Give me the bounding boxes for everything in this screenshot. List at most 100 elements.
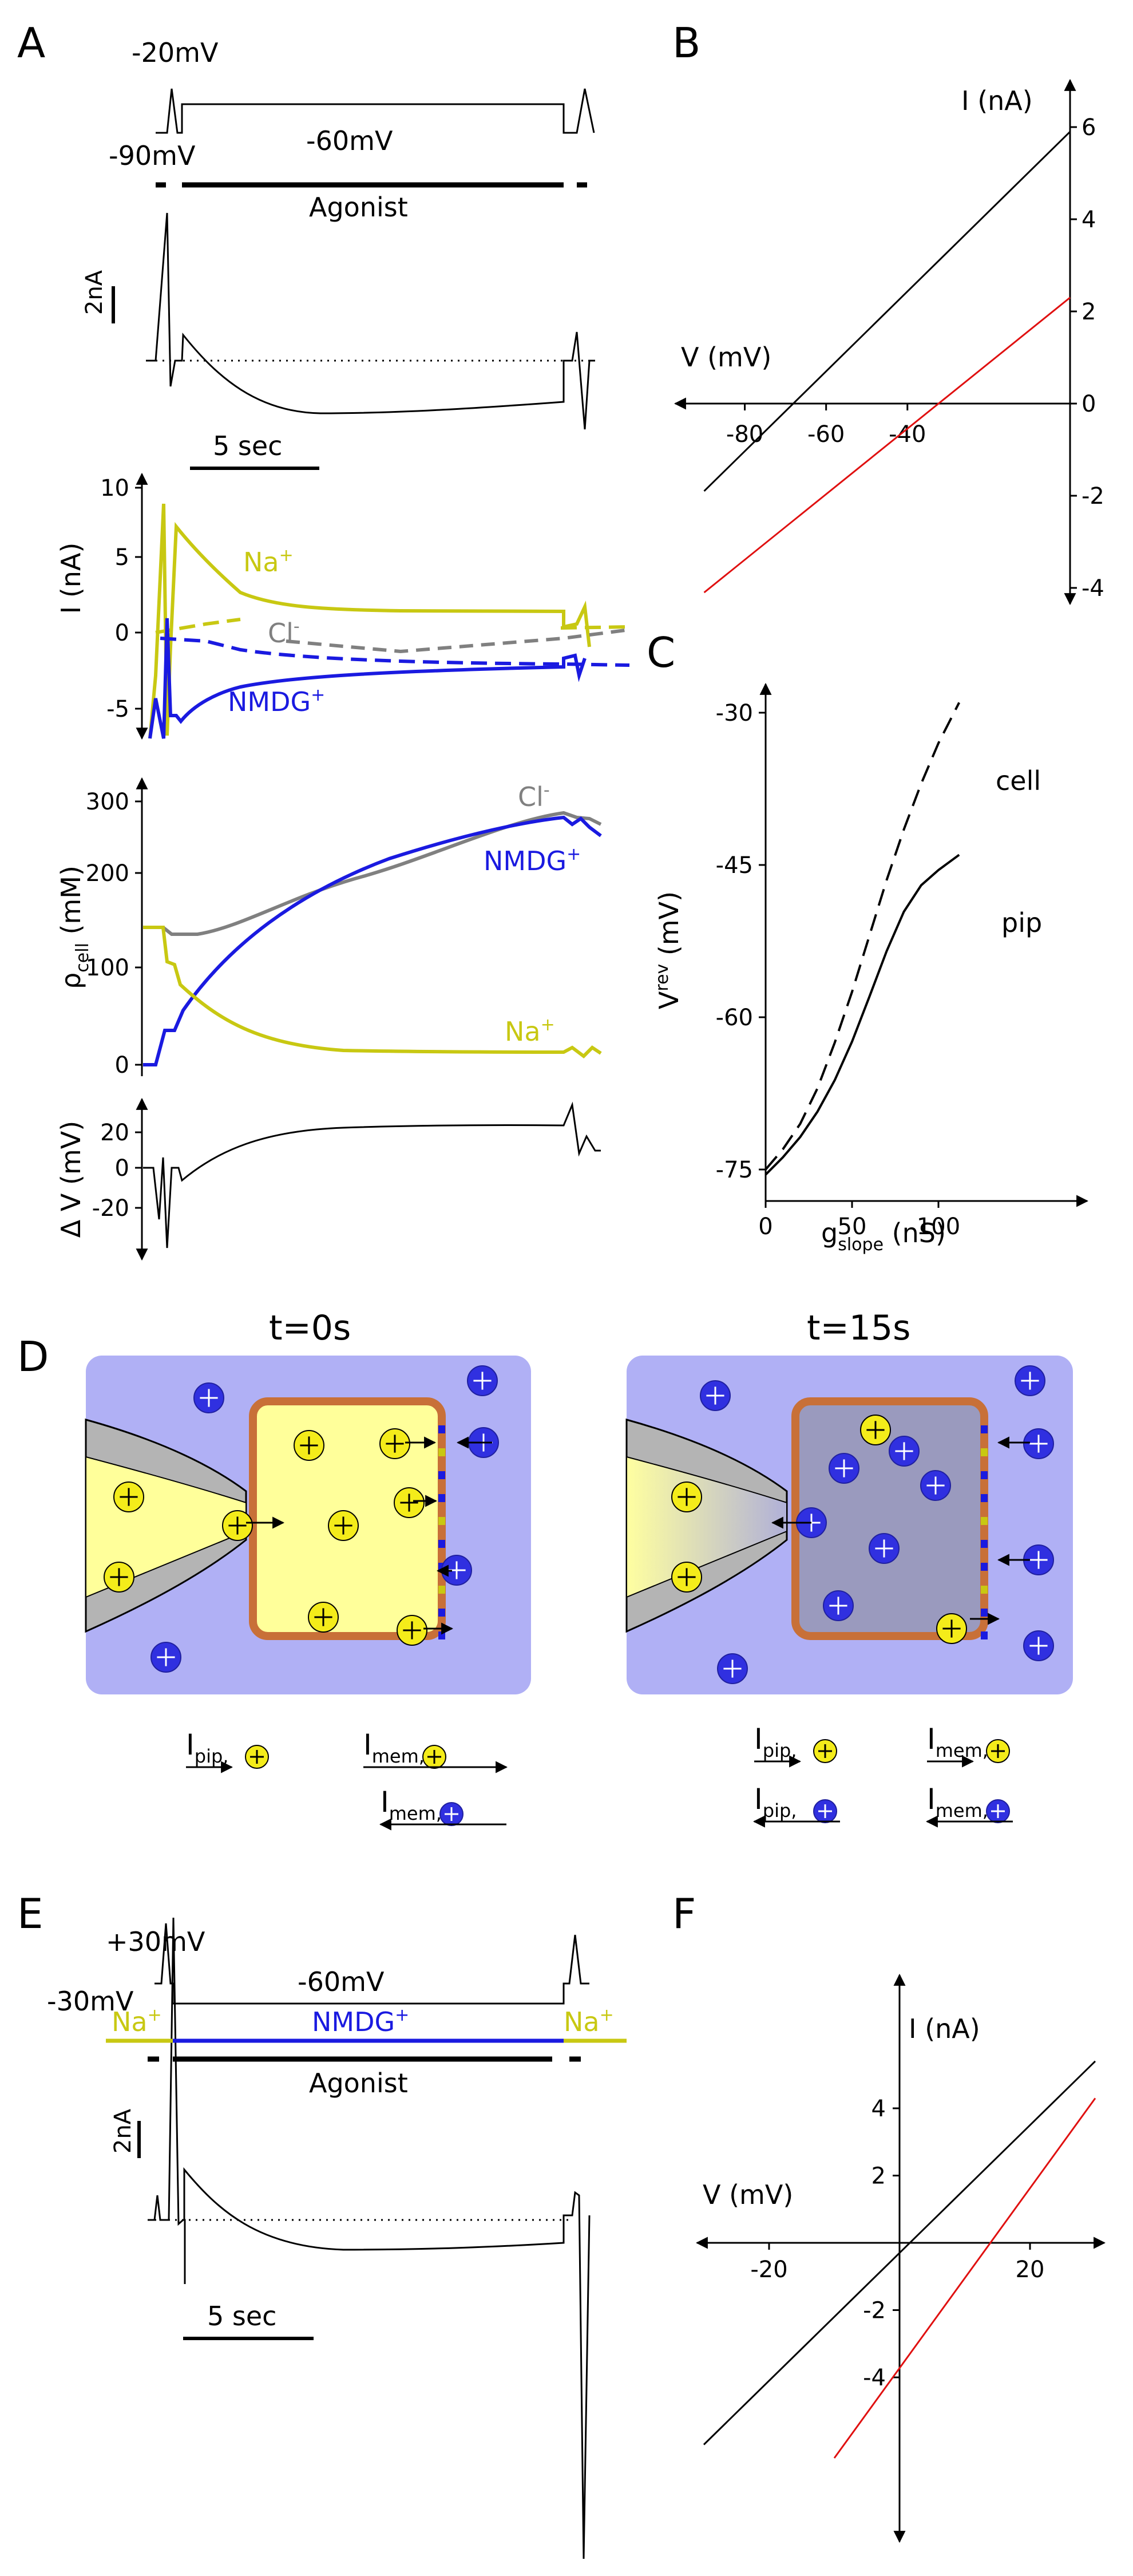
conc-ytick-label: 200 xyxy=(86,860,129,887)
voltage-protocol-a xyxy=(156,88,595,134)
c-xtick-label: 0 xyxy=(758,1214,772,1240)
current-trace-a xyxy=(146,212,595,430)
f-xtick-label: -20 xyxy=(750,2257,787,2283)
dv-plot-a: 20 0 -20 Δ V (mV) xyxy=(56,1097,601,1261)
svg-text:Ipip,: Ipip, xyxy=(186,1728,228,1767)
nmdg-ion-icon xyxy=(869,1533,900,1564)
dv-ylabel: Δ V (mV) xyxy=(56,1121,86,1238)
panel-label-e: E xyxy=(17,1890,43,1938)
b-xlabel: V (mV) xyxy=(681,342,771,373)
conc-ytick-label: 0 xyxy=(115,1052,129,1078)
d-flux-labels: Ipip, Imem, Imem, Ipip, Ipip, Imem, Imem, xyxy=(186,1722,1013,1831)
current-scalebar-label-a: 2nA xyxy=(81,270,108,315)
membrane-pore xyxy=(438,1586,445,1594)
f-xtick-label: 20 xyxy=(1016,2257,1045,2283)
svg-text:Ipip,: Ipip, xyxy=(754,1783,797,1822)
flux-imem-nmdg-right: Imem, xyxy=(925,1783,1013,1828)
na-ion-icon xyxy=(294,1430,324,1461)
membrane-pore xyxy=(438,1517,445,1525)
e-protocol-vrest: -30mV xyxy=(47,1986,134,2017)
na-ion-icon xyxy=(813,1739,837,1763)
membrane-pore xyxy=(438,1471,445,1479)
nmdg-ion-icon xyxy=(193,1382,224,1413)
c-xtick-label: 50 xyxy=(838,1214,867,1240)
c-cell-line xyxy=(764,702,960,1171)
na-current-label: Na+ xyxy=(243,546,294,578)
b-ytick-label: -4 xyxy=(1082,575,1104,602)
c-pip-line xyxy=(764,854,960,1176)
nmdg-ion-icon xyxy=(1023,1544,1054,1575)
flux-ipip-na-left: Ipip, xyxy=(186,1728,269,1773)
e-nmdg-label: NMDG+ xyxy=(312,2005,409,2037)
b-red-line xyxy=(703,297,1071,594)
membrane-pore xyxy=(981,1631,988,1639)
dv-ytick-label: 20 xyxy=(100,1120,129,1146)
membrane-pore xyxy=(438,1425,445,1433)
nmdg-ion-icon xyxy=(150,1642,181,1673)
nmdg-ion-icon xyxy=(700,1380,731,1411)
conc-ylabel: ρcell (mM) xyxy=(56,866,93,989)
c-ytick-label: -75 xyxy=(716,1157,753,1183)
flux-ipip-nmdg-right: Ipip, xyxy=(752,1783,840,1828)
f-ytick-label: 4 xyxy=(871,2096,886,2122)
e-current-start xyxy=(148,1917,186,2284)
b-xtick-label: -80 xyxy=(726,421,763,448)
c-ylabel: Vrev (mV) xyxy=(652,891,684,1009)
c-ytick-label: -45 xyxy=(716,852,753,879)
panel-f: F 4 2 -2 -4 -20 20 I (nA) V (mV) xyxy=(672,1890,1106,2543)
nmdg-ion-icon xyxy=(829,1453,859,1484)
e-na-right-label: Na+ xyxy=(564,2005,614,2037)
f-ytick-label: 2 xyxy=(871,2163,886,2190)
nmdg-current-solid xyxy=(148,618,587,739)
panel-a: A -20mV -60mV -90mV Agonist 2nA 5 sec 10… xyxy=(17,19,630,1261)
concentration-plot-a: 300 200 100 0 ρcell (mM) Cl- NMDG+ Na+ xyxy=(56,777,602,1078)
membrane-pore xyxy=(981,1563,988,1571)
d-left-diagram xyxy=(85,1356,531,1694)
d-left-title: t=0s xyxy=(269,1308,351,1348)
voltage-protocol-e xyxy=(154,1923,589,2005)
time-scalebar-label-a: 5 sec xyxy=(213,430,282,461)
c-ytick-label: -60 xyxy=(716,1005,753,1031)
c-ytick-label: -30 xyxy=(716,700,753,726)
nmdg-ion-icon xyxy=(1015,1365,1045,1396)
f-xlabel: V (mV) xyxy=(703,2179,793,2210)
f-red-line xyxy=(833,2097,1096,2459)
flux-imem-na-right: Imem, xyxy=(927,1722,1010,1768)
flux-imem-nmdg-left: Imem, xyxy=(379,1785,506,1831)
membrane-pore xyxy=(981,1609,988,1617)
b-black-line xyxy=(703,131,1071,492)
panel-b: B 6 4 2 0 -2 -4 -80 -60 -40 I (nA) V (mV) xyxy=(672,19,1104,606)
membrane-pore xyxy=(981,1448,988,1456)
na-ion-icon xyxy=(397,1615,427,1646)
panel-label-a: A xyxy=(17,19,45,67)
e-protocol-vtest: +30mV xyxy=(106,1926,205,1957)
svg-text:Imem,: Imem, xyxy=(927,1783,988,1822)
na-ion-icon xyxy=(671,1562,702,1593)
na-ion-icon xyxy=(308,1602,339,1633)
panel-label-b: B xyxy=(672,19,700,67)
protocol-vtest-a: -20mV xyxy=(132,37,219,68)
membrane-pore xyxy=(438,1609,445,1617)
nmdg-conc-line xyxy=(143,815,602,1066)
currents-ylabel: I (nA) xyxy=(56,543,86,614)
panel-label-d: D xyxy=(17,1333,49,1381)
flux-imem-na-left: Imem, xyxy=(363,1728,508,1773)
na-ion-icon xyxy=(671,1481,702,1512)
membrane-pore xyxy=(438,1540,445,1548)
nmdg-ion-icon xyxy=(986,1799,1010,1823)
conc-ytick-label: 300 xyxy=(86,789,129,815)
nmdg-current-label: NMDG+ xyxy=(228,685,325,717)
dv-ytick-label: 0 xyxy=(115,1155,129,1182)
na-conc-label: Na+ xyxy=(505,1015,555,1047)
nmdg-ion-icon xyxy=(1023,1428,1054,1459)
nmdg-ion-icon xyxy=(920,1470,951,1501)
na-ion-icon xyxy=(328,1510,359,1541)
membrane-pore xyxy=(438,1494,445,1502)
nmdg-conc-label: NMDG+ xyxy=(484,844,581,876)
dv-ytick-label: -20 xyxy=(92,1195,129,1222)
f-black-line xyxy=(703,2060,1096,2445)
na-ion-icon xyxy=(860,1415,891,1445)
f-ylabel: I (nA) xyxy=(909,2013,980,2044)
nmdg-current-dashed xyxy=(160,637,630,667)
